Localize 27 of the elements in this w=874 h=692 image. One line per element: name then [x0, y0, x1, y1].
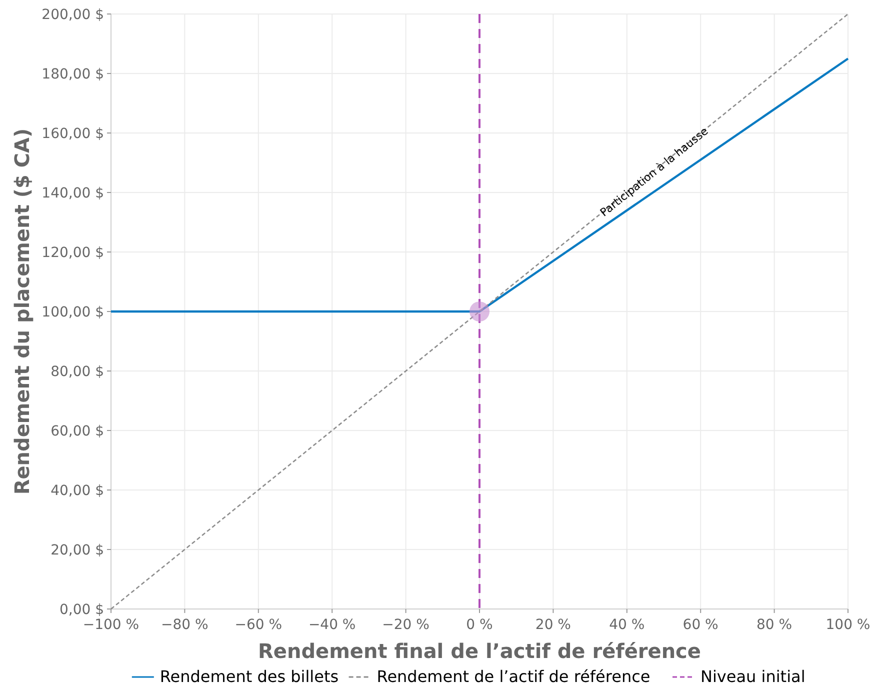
x-tick-label: 60 % — [682, 617, 718, 633]
legend-label: Rendement de l’actif de référence — [376, 667, 650, 686]
y-tick-label: 120,00 $ — [42, 244, 104, 261]
x-tick-label: 100 % — [826, 617, 870, 633]
y-tick-label: 200,00 $ — [42, 6, 104, 23]
x-axis-title: Rendement final de l’actif de référence — [258, 639, 701, 663]
x-tick-label: 20 % — [535, 617, 571, 633]
y-tick-label: 140,00 $ — [42, 185, 104, 202]
y-tick-label: 60,00 $ — [50, 423, 104, 440]
y-tick-label: 40,00 $ — [50, 482, 104, 499]
y-tick-label: 180,00 $ — [42, 66, 104, 82]
y-axis-title: Rendement du placement ($ CA) — [10, 128, 34, 495]
legend-label: Niveau initial — [700, 667, 806, 686]
y-tick-label: 20,00 $ — [50, 542, 104, 558]
y-tick-label: 0,00 $ — [59, 602, 104, 618]
x-tick-label: −40 % — [308, 617, 356, 633]
x-tick-label: −60 % — [234, 617, 282, 633]
x-tick-label: 0 % — [466, 617, 493, 633]
y-tick-label: 160,00 $ — [42, 126, 104, 142]
y-tick-label: 80,00 $ — [50, 364, 104, 380]
legend-label: Rendement des billets — [160, 667, 339, 686]
x-tick-label: 80 % — [756, 617, 792, 633]
x-tick-label: −20 % — [382, 617, 430, 633]
y-tick-label: 100,00 $ — [42, 304, 104, 320]
x-tick-label: −80 % — [161, 617, 208, 633]
x-tick-label: −100 % — [82, 617, 140, 633]
x-tick-label: 40 % — [609, 617, 645, 633]
